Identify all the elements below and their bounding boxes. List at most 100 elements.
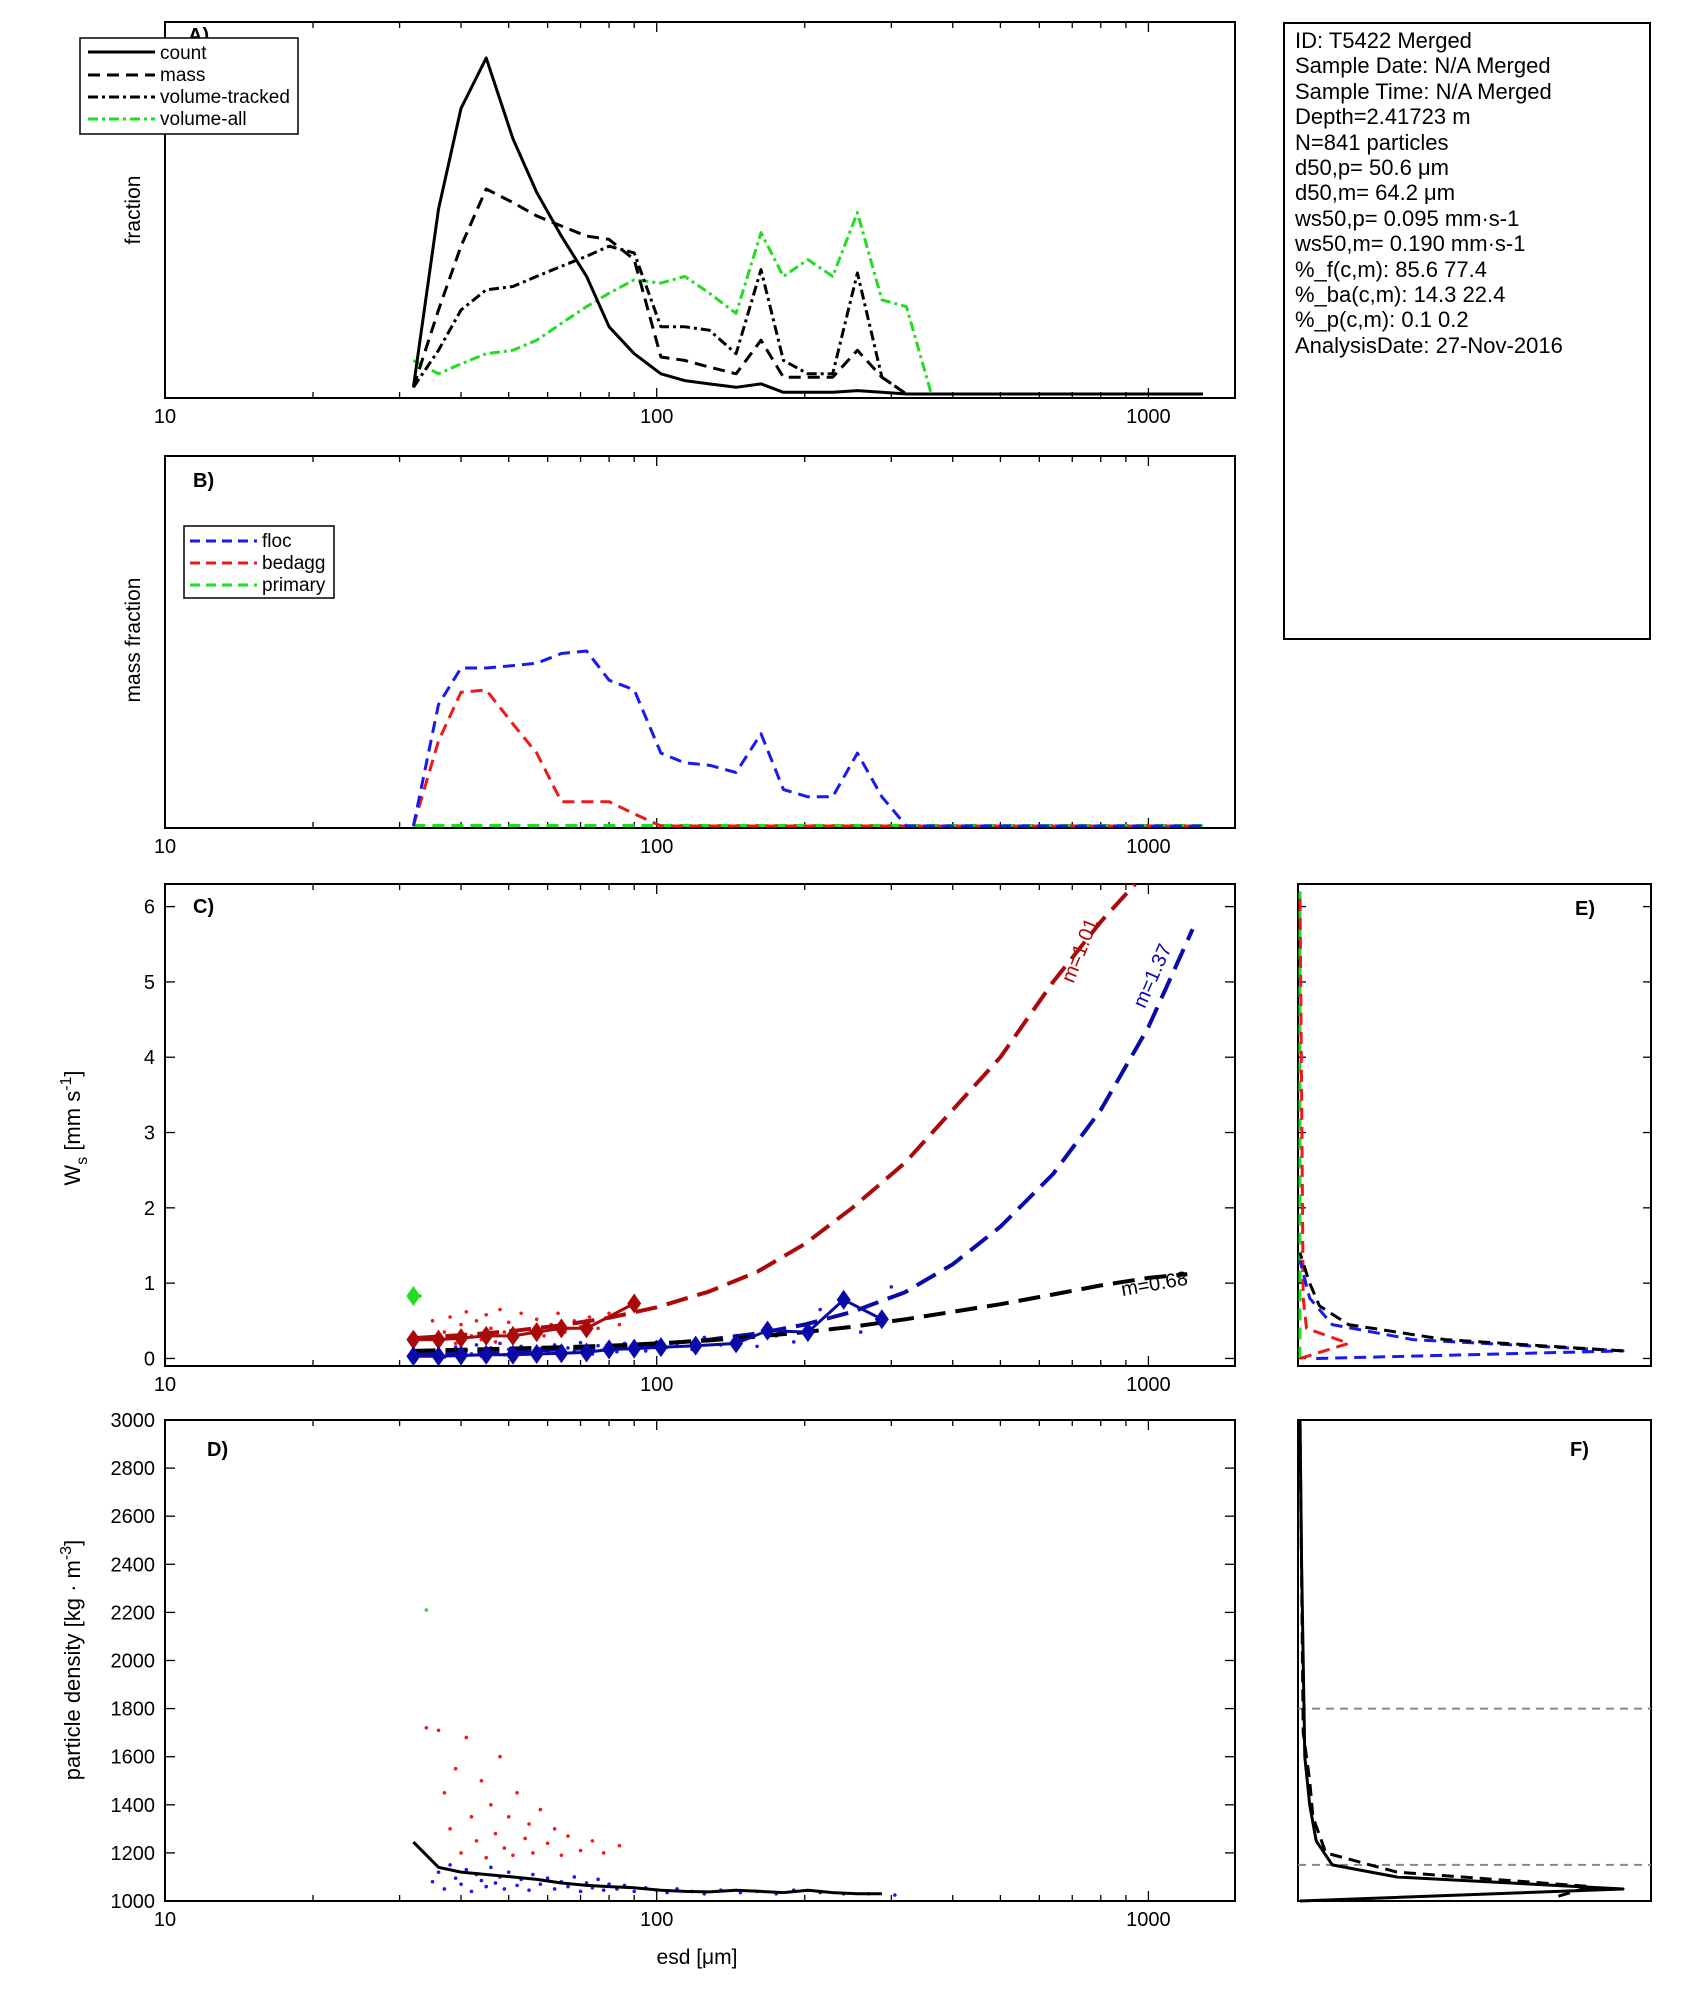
panel-b-frame [164, 455, 1236, 829]
info-sample-date: Sample Date: N/A Merged [1295, 53, 1551, 79]
scatter-point-bedagg [474, 1839, 479, 1843]
scatter-point-floc [474, 1343, 479, 1347]
scatter-point-floc [453, 1876, 458, 1880]
scatter-point-floc [469, 1889, 474, 1894]
legend-bedagg-label: bedagg [262, 553, 325, 574]
panel-d-ytick-label: 1200 [111, 1843, 156, 1865]
scatter-point-bedagg [484, 1312, 488, 1317]
panel-d-ylabel: particle density [kg · m-3] [58, 1540, 85, 1780]
info-depth: Depth=2.41723 m [1295, 104, 1471, 130]
scatter-point-floc [566, 1346, 570, 1350]
scatter-point-floc [566, 1884, 570, 1889]
scatter-point-bedagg [506, 1320, 511, 1325]
scatter-point-floc [448, 1863, 452, 1867]
panel-a: 10 100 1000 A) fraction count mass volume-… [79, 21, 1236, 428]
panel-d-ytick-label: 1400 [111, 1795, 156, 1817]
panel-b-ticks: 10 100 1000 [154, 456, 1171, 858]
scatter-point-bedagg [601, 1851, 606, 1855]
panel-a-ylabel: fraction [122, 176, 145, 245]
panel-d-ytick-label: 2000 [111, 1651, 156, 1673]
panel-a-xtick-label: 1000 [1126, 406, 1171, 428]
scatter-point-bedagg [459, 1851, 463, 1855]
panel-f-frame [1297, 1419, 1652, 1902]
panel-e-ticks [1298, 905, 1651, 1360]
panel-d-xlabel: esd [μm] [657, 1946, 738, 1969]
panel-d-ytick-label: 2400 [111, 1554, 156, 1576]
scatter-point-bedagg [493, 1340, 498, 1344]
scatter-point-bedagg [442, 1790, 447, 1795]
panel-f: F) [1297, 1419, 1652, 1903]
scatter-point-bedagg [545, 1841, 550, 1846]
panel-d-ytick-label: 1600 [111, 1747, 156, 1769]
panel-c-ytick-label: 4 [144, 1047, 155, 1069]
scatter-point-bedagg [448, 1315, 452, 1319]
panel-a-xtick-label: 100 [640, 406, 673, 428]
sample-info-box: ID: T5422 Merged Sample Date: N/A Merged… [1283, 22, 1651, 640]
scatter-point-bedagg [506, 1815, 511, 1819]
scatter-point-bedagg [498, 1754, 502, 1759]
scatter-point-bedagg [552, 1827, 557, 1831]
scatter-point-bedagg [590, 1839, 595, 1843]
scatter-point-floc [515, 1883, 519, 1888]
panel-d-ytick-label: 2200 [111, 1602, 156, 1624]
panel-b-xtick-label: 100 [640, 836, 673, 858]
scatter-point-floc [498, 1341, 502, 1346]
legend-volume-all-label: volume-all [160, 109, 247, 130]
scatter-point-bedagg [430, 1319, 435, 1323]
scatter-point-bedagg [542, 1334, 546, 1338]
info-ws50p: ws50,p= 0.095 mm·s-1 [1295, 205, 1520, 231]
scatter-point-floc [538, 1882, 543, 1886]
scatter-point-floc [464, 1867, 469, 1872]
panel-c-label: C) [193, 896, 214, 918]
info-ws50m: ws50,m= 0.190 mm·s-1 [1295, 231, 1526, 257]
panel-c: 10 100 1000 0 1 2 3 4 5 6 m=1.01 m=1.37 m=0.68 C) W… [58, 882, 1236, 1396]
fit-line [413, 1272, 1188, 1353]
panel-b-series [411, 649, 1203, 828]
bin-mean-marker-primary [406, 1285, 421, 1306]
panel-d: 10 100 1000 1000 1200 1400 1600 1800 2000 2200 240… [58, 1410, 1236, 1969]
info-analysis-date: AnalysisDate: 27-Nov-2016 [1295, 332, 1563, 358]
scatter-point-bedagg [523, 1836, 527, 1841]
scatter-point-bedagg [538, 1807, 543, 1812]
e-distribution-blue [1298, 1260, 1625, 1360]
series-bedagg [411, 688, 1203, 828]
scatter-point-bedagg [515, 1790, 519, 1795]
fit-label: m=0.68 [1119, 1268, 1189, 1301]
fit-line [413, 882, 1137, 1341]
scatter-point-floc [552, 1887, 557, 1891]
panel-b-legend: floc bedagg primary [183, 525, 335, 599]
f-distribution-dashed [1298, 1419, 1593, 1898]
scatter-point-floc [615, 1349, 619, 1354]
panel-c-frame [164, 883, 1236, 1367]
scatter-point-floc [531, 1872, 535, 1877]
scatter-point-floc [596, 1343, 600, 1348]
scatter-point-floc [545, 1876, 550, 1880]
panel-a-series [411, 56, 1203, 396]
scatter-point-primary [424, 1608, 429, 1612]
scatter-point-floc [484, 1884, 488, 1889]
scatter-point-floc [506, 1870, 511, 1874]
scatter-point-bedagg [596, 1326, 600, 1331]
scatter-point-bedagg [502, 1846, 507, 1850]
bin-mean-marker-floc [406, 1346, 421, 1367]
scatter-point-bedagg [484, 1855, 488, 1860]
scatter-point-floc [502, 1887, 507, 1891]
panel-c-xtick-label: 10 [154, 1374, 176, 1396]
scatter-point-floc [596, 1877, 600, 1882]
scatter-point-bedagg [587, 1315, 592, 1319]
panel-e: E) [1297, 883, 1652, 1367]
bin-mean-line-floc [413, 1298, 883, 1358]
series-floc [411, 649, 1203, 828]
panel-d-series [412, 1608, 897, 1897]
scatter-point-floc [436, 1870, 441, 1874]
scatter-point-bedagg [607, 1311, 611, 1316]
info-percent-floc: %_f(c,m): 85.6 77.4 [1295, 256, 1487, 282]
scatter-point-bedagg [556, 1311, 560, 1316]
panel-d-xtick-label: 10 [154, 1909, 176, 1931]
scatter-point-bedagg [436, 1728, 441, 1733]
fit-line [413, 928, 1195, 1357]
scatter-point-bedagg [464, 1735, 469, 1740]
panel-d-ytick-label: 2800 [111, 1458, 156, 1480]
fit-label: m=1.01 [1057, 915, 1103, 986]
